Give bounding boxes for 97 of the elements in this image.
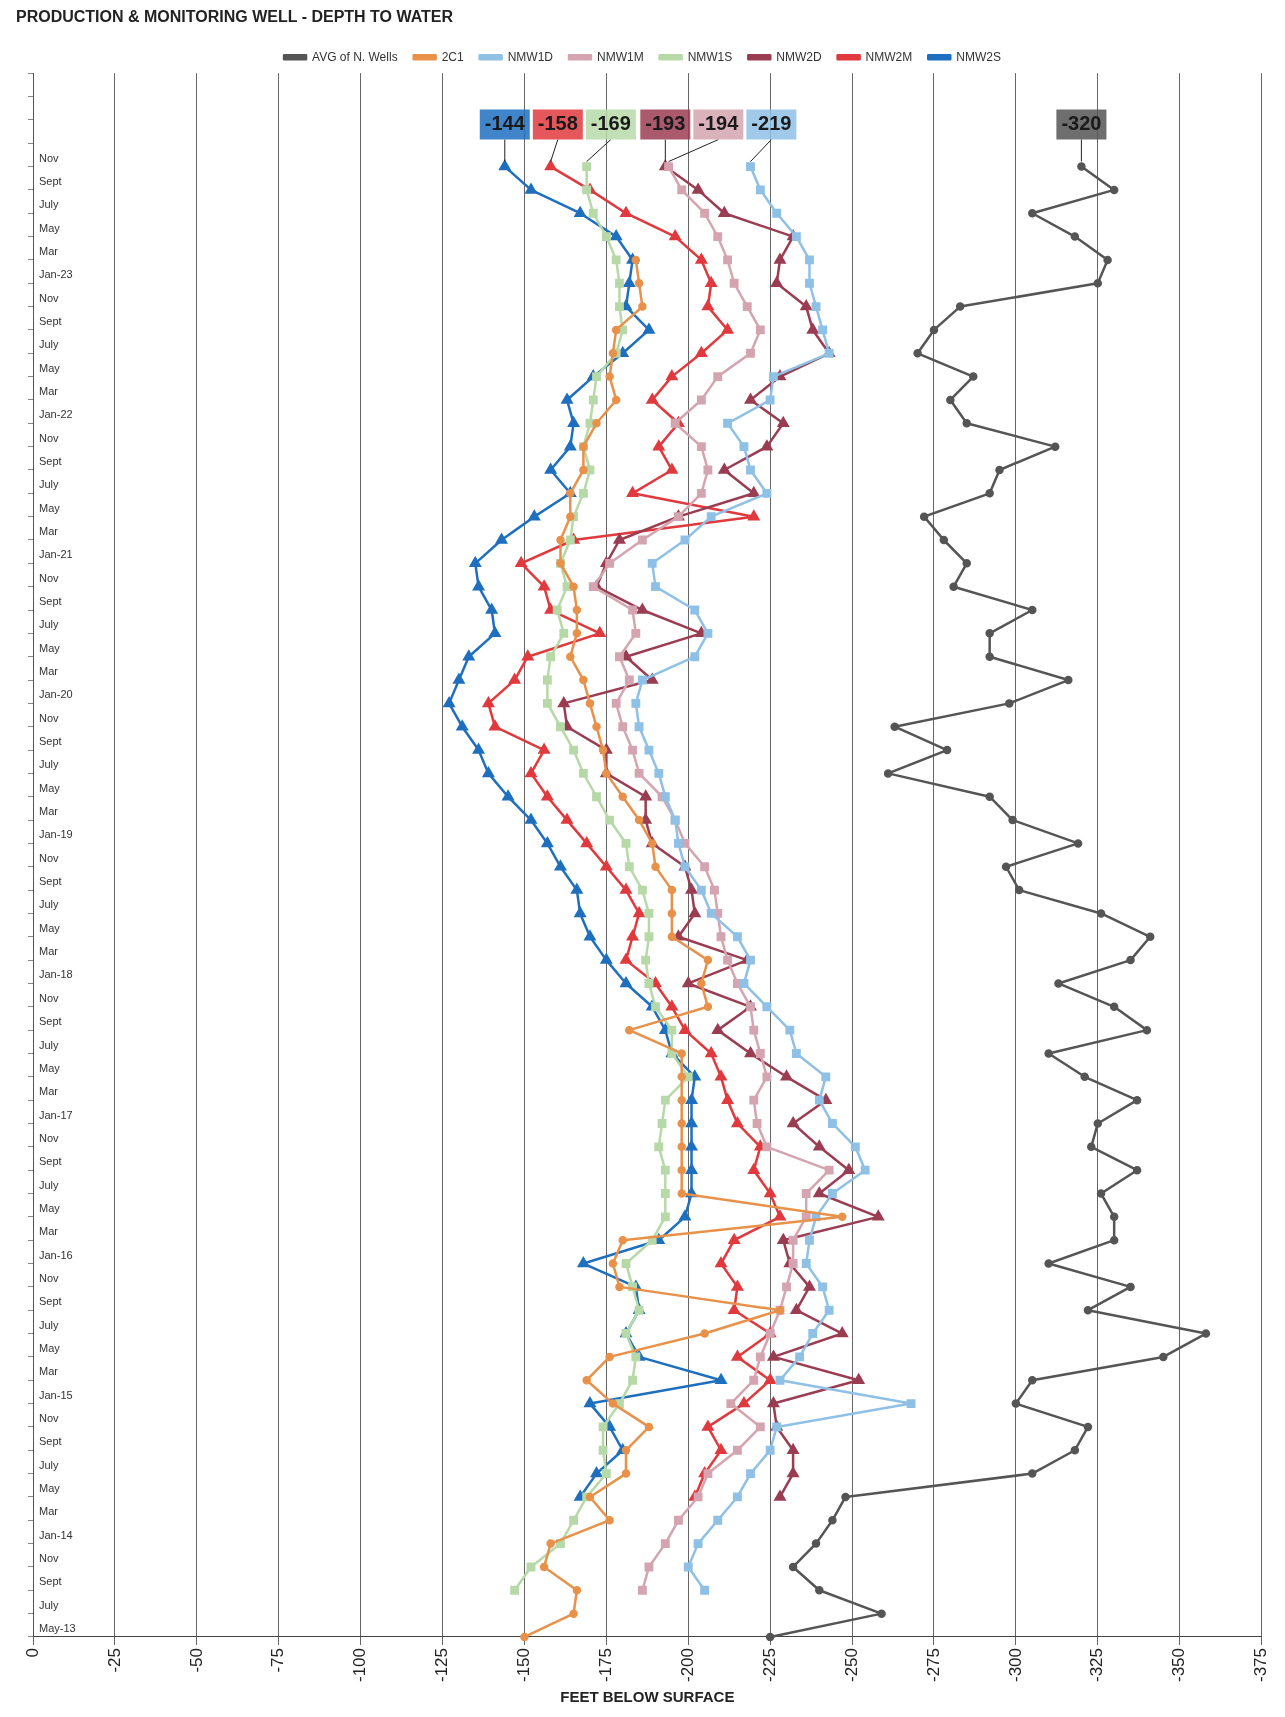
x-tick-label: -150 xyxy=(514,1647,534,1683)
y-tick-label: July xyxy=(39,1038,60,1051)
x-tick-label: -25 xyxy=(104,1647,124,1673)
data-label: -320 xyxy=(1061,112,1102,135)
y-tick-label: May-13 xyxy=(39,1622,76,1635)
x-tick-label: -375 xyxy=(1251,1647,1271,1683)
y-tick-label: Mar xyxy=(39,1505,59,1518)
y-tick-label: Mar xyxy=(39,1085,59,1098)
y-tick-label: May xyxy=(39,501,61,514)
data-label: -194 xyxy=(698,112,740,135)
legend-label: NMW2S xyxy=(956,49,1001,64)
y-tick-label: Mar xyxy=(39,945,59,958)
y-tick-label: Sept xyxy=(39,174,62,187)
y-tick-label: Nov xyxy=(39,291,60,304)
y-tick-label: May xyxy=(39,781,61,794)
x-tick-label: -50 xyxy=(186,1647,206,1673)
y-tick-label: July xyxy=(39,338,60,351)
y-tick-label: Nov xyxy=(39,151,60,164)
y-tick-label: Jan-18 xyxy=(39,968,73,981)
data-label: -219 xyxy=(751,112,792,135)
y-tick-label: Nov xyxy=(39,431,60,444)
y-tick-label: Sept xyxy=(39,1155,62,1168)
y-tick-label: July xyxy=(39,758,60,771)
x-tick-label: -275 xyxy=(923,1647,943,1683)
y-tick-label: May xyxy=(39,221,61,234)
y-tick-label: Sept xyxy=(39,1575,62,1588)
x-tick-label: -75 xyxy=(268,1647,288,1673)
y-tick-label: Sept xyxy=(39,735,62,748)
data-label: -144 xyxy=(484,112,526,135)
x-tick-label: 0 xyxy=(22,1647,42,1658)
y-tick-label: July xyxy=(39,898,60,911)
y-tick-label: Nov xyxy=(39,1551,60,1564)
y-tick-label: July xyxy=(39,198,60,211)
y-tick-label: July xyxy=(39,1458,60,1471)
y-tick-label: July xyxy=(39,1318,60,1331)
y-tick-label: Jan-22 xyxy=(39,408,73,421)
y-tick-label: Mar xyxy=(39,525,59,538)
y-tick-label: Nov xyxy=(39,1131,60,1144)
y-tick-label: Jan-20 xyxy=(39,688,73,701)
y-tick-label: Sept xyxy=(39,1435,62,1448)
y-tick-label: Sept xyxy=(39,1295,62,1308)
y-tick-label: Nov xyxy=(39,711,60,724)
y-tick-label: Sept xyxy=(39,1015,62,1028)
y-tick-label: May xyxy=(39,361,61,374)
data-label: -193 xyxy=(645,112,686,135)
y-tick-label: Nov xyxy=(39,1271,60,1284)
legend-label: NMW2M xyxy=(865,49,913,64)
y-tick-label: Mar xyxy=(39,384,59,397)
y-tick-label: Jan-15 xyxy=(39,1388,73,1401)
y-tick-label: Mar xyxy=(39,805,59,818)
y-tick-label: Sept xyxy=(39,875,62,888)
y-tick-label: May xyxy=(39,1341,61,1354)
y-tick-label: May xyxy=(39,1201,61,1214)
y-tick-label: Nov xyxy=(39,991,60,1004)
x-tick-label: -200 xyxy=(677,1647,697,1683)
x-tick-label: -250 xyxy=(841,1647,861,1683)
legend-label: NMW2D xyxy=(776,49,822,64)
y-tick-label: Mar xyxy=(39,244,59,257)
y-tick-label: Jan-16 xyxy=(39,1248,73,1261)
y-tick-label: Jan-23 xyxy=(39,268,73,281)
y-tick-label: Sept xyxy=(39,455,62,468)
x-tick-label: -125 xyxy=(432,1647,452,1683)
y-tick-label: May xyxy=(39,921,61,934)
y-tick-label: Jan-21 xyxy=(39,548,73,561)
x-tick-label: -175 xyxy=(596,1647,616,1683)
y-tick-label: July xyxy=(39,618,60,631)
legend-label: NMW1S xyxy=(687,49,733,64)
legend-label: 2C1 xyxy=(441,49,464,64)
data-label: -158 xyxy=(537,112,578,135)
y-tick-label: Mar xyxy=(39,1365,59,1378)
y-tick-label: Jan-14 xyxy=(39,1528,73,1541)
x-tick-label: -350 xyxy=(1169,1647,1189,1683)
y-tick-label: Jan-17 xyxy=(39,1108,73,1121)
y-tick-label: Nov xyxy=(39,1411,60,1424)
y-tick-label: Nov xyxy=(39,571,60,584)
legend-label: NMW1M xyxy=(596,49,644,64)
y-tick-label: Nov xyxy=(39,851,60,864)
y-tick-label: July xyxy=(39,1178,60,1191)
y-tick-label: May xyxy=(39,1061,61,1074)
x-tick-label: -100 xyxy=(350,1647,370,1683)
data-label: -169 xyxy=(590,112,631,135)
legend-label: AVG of N. Wells xyxy=(312,49,398,64)
y-tick-label: May xyxy=(39,1481,61,1494)
x-axis-title: FEET BELOW SURFACE xyxy=(560,1688,735,1706)
x-tick-label: -325 xyxy=(1087,1647,1107,1683)
legend-label: NMW1D xyxy=(507,49,554,64)
y-tick-label: May xyxy=(39,641,61,654)
chart-title: PRODUCTION & MONITORING WELL - DEPTH TO WATER xyxy=(16,8,454,26)
y-tick-label: July xyxy=(39,1598,60,1611)
y-tick-label: Jan-19 xyxy=(39,828,73,841)
y-tick-label: Mar xyxy=(39,1225,59,1238)
x-tick-label: -225 xyxy=(759,1647,779,1683)
y-tick-label: Mar xyxy=(39,665,59,678)
y-tick-label: July xyxy=(39,478,60,491)
y-tick-label: Sept xyxy=(39,595,62,608)
x-tick-label: -300 xyxy=(1005,1647,1025,1683)
y-tick-label: Sept xyxy=(39,314,62,327)
